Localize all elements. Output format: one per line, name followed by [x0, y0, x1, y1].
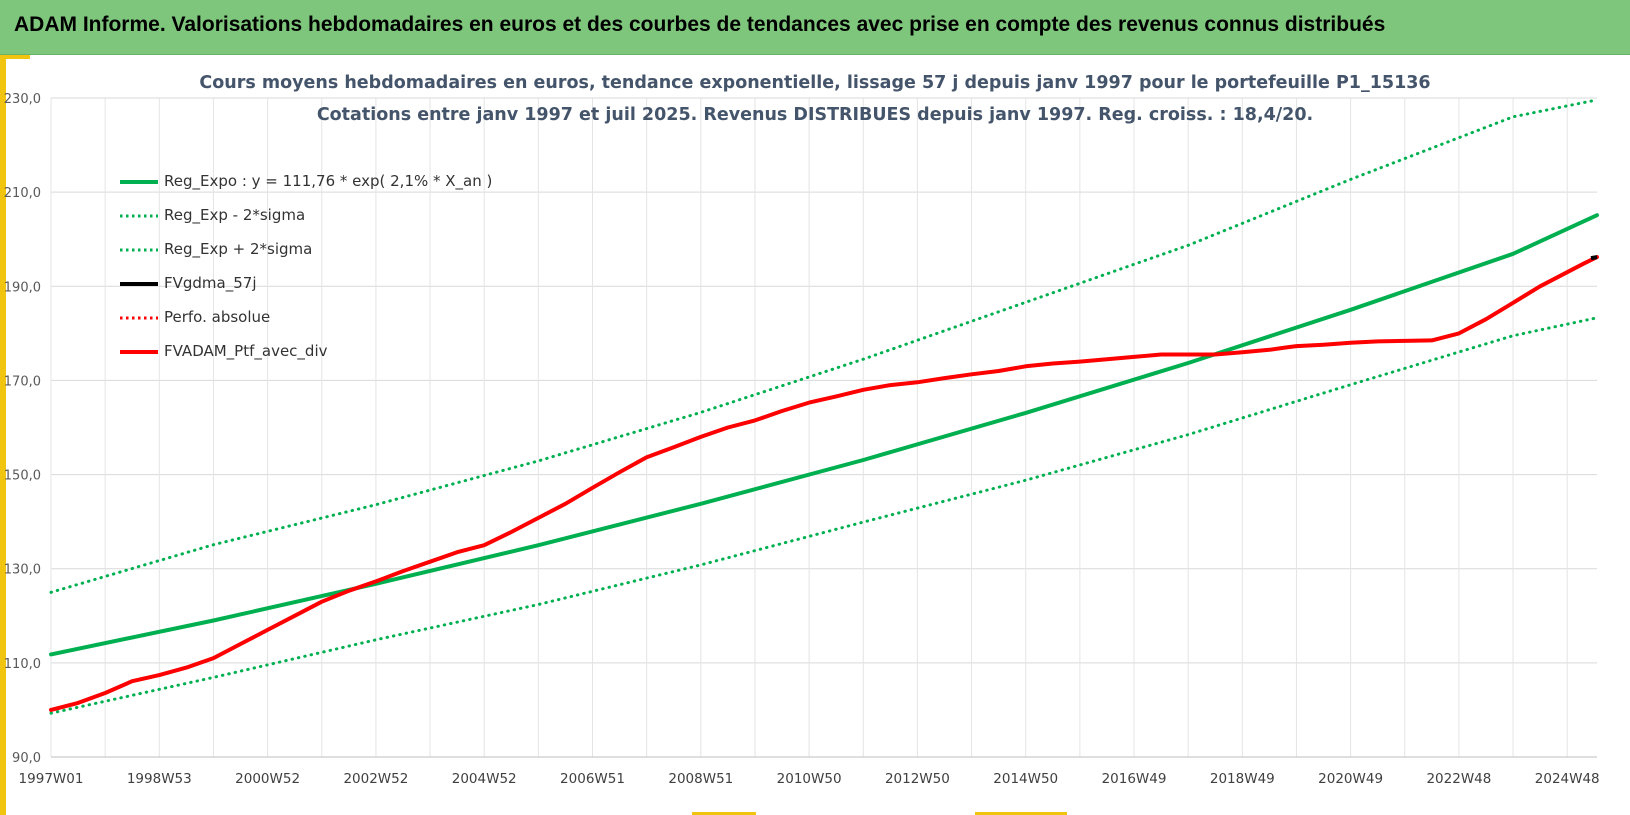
series-line-fvadam-ptf-avec-div: [49, 255, 1599, 712]
chart-title-line-1: Cours moyens hebdomadaires en euros, ten…: [199, 73, 1431, 93]
y-tick-label: 210,0: [4, 186, 41, 201]
grid: [50, 97, 1597, 758]
series-line-reg-exp-2-sigma: [49, 98, 1599, 594]
series-end-fvgdma: [1590, 255, 1598, 261]
accent-bar-left: [0, 55, 6, 815]
x-tick-label: 2006W51: [560, 771, 625, 787]
legend-label-reg-exp-minus: Reg_Exp - 2*sigma: [164, 206, 306, 224]
y-tick-label: 90,0: [12, 751, 41, 766]
axes: 90,0 110,0 130,0 150,0 170,0 190,0 210,0 230,0 1…: [4, 92, 1600, 787]
report-header: ADAM Informe. Valorisations hebdomadaire…: [0, 0, 1630, 55]
y-tick-label: 110,0: [4, 657, 41, 672]
legend-swatch-reg-exp-plus: [120, 248, 158, 252]
x-tick-label: 2002W52: [343, 771, 408, 787]
report-title: ADAM Informe. Valorisations hebdomadaire…: [14, 13, 1386, 36]
series-line-reg-exp-2-sigma: [49, 316, 1599, 715]
series: [49, 98, 1599, 715]
x-tick-label: 2012W50: [885, 771, 950, 787]
x-tick-label: 2016W49: [1102, 771, 1167, 787]
legend-label-fvgdma: FVgdma_57j: [164, 274, 257, 292]
x-tick-label: 2024W48: [1535, 771, 1600, 787]
legend-swatch-fvadam-ptf: [120, 350, 158, 354]
x-tick-label: 2008W51: [668, 771, 733, 787]
x-tick-label: 2000W52: [235, 771, 300, 787]
x-tick-label: 2014W50: [993, 771, 1058, 787]
legend-swatch-fvgdma: [120, 282, 158, 286]
x-tick-label: 2018W49: [1210, 771, 1275, 787]
y-tick-label: 230,0: [4, 92, 41, 107]
x-tick-label: 2020W49: [1318, 771, 1383, 787]
legend-swatch-perfo-absolue: [120, 316, 158, 320]
x-tick-label: 1997W01: [19, 771, 84, 787]
legend-label-reg-expo: Reg_Expo : y = 111,76 * exp( 2,1% * X_an…: [164, 172, 493, 190]
legend-swatch-reg-exp-minus: [120, 214, 158, 218]
accent-bar-bottom-1: [692, 812, 756, 815]
series-line-reg-expo-y-111-76-exp-2-1-x-an: [49, 213, 1599, 657]
y-tick-label: 150,0: [4, 469, 41, 484]
legend-label-reg-exp-plus: Reg_Exp + 2*sigma: [164, 240, 313, 258]
x-tick-label: 2022W48: [1426, 771, 1491, 787]
legend-label-perfo-absolue: Perfo. absolue: [164, 308, 271, 326]
legend-swatch-reg-expo: [120, 180, 158, 184]
y-tick-label: 190,0: [4, 280, 41, 295]
x-tick-label: 2004W52: [452, 771, 517, 787]
chart-title-line-2: Cotations entre janv 1997 et juil 2025. …: [316, 105, 1314, 125]
accent-bar-bottom-2: [975, 812, 1067, 815]
y-tick-label: 130,0: [4, 563, 41, 578]
legend-label-fvadam-ptf: FVADAM_Ptf_avec_div: [164, 342, 328, 360]
accent-bar-top: [6, 55, 30, 59]
x-tick-label: 2010W50: [777, 771, 842, 787]
x-tick-label: 1998W53: [127, 771, 192, 787]
y-tick-label: 170,0: [4, 374, 41, 389]
